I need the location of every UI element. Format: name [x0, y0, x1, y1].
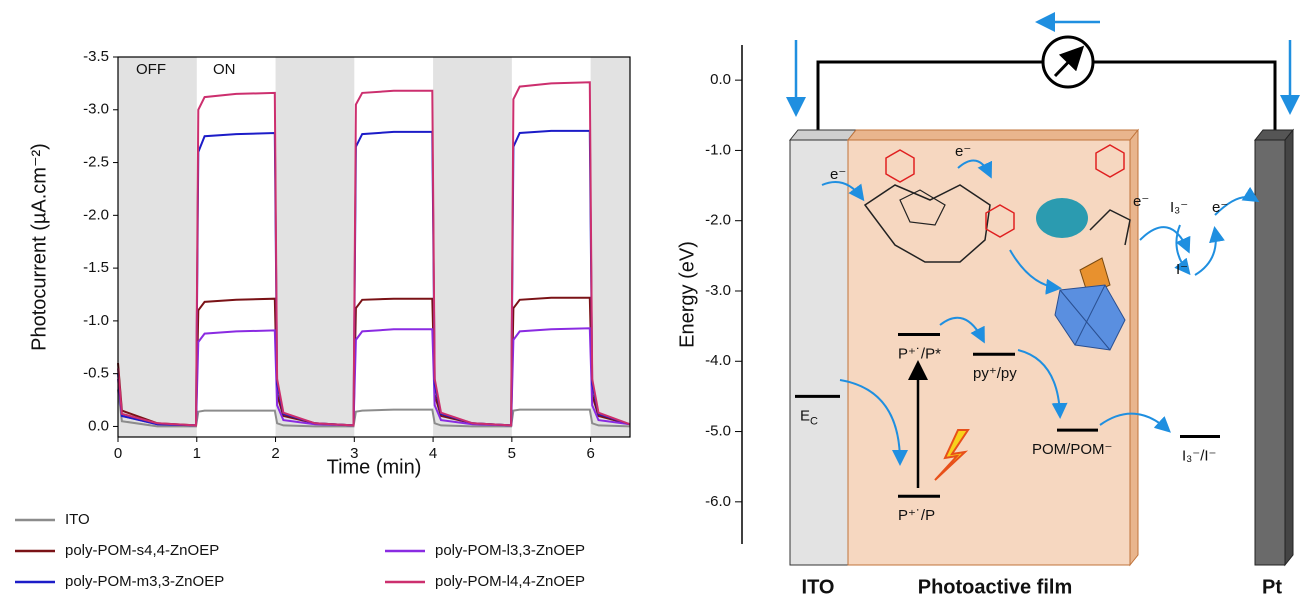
y-tick-label: -1.0	[705, 141, 731, 158]
porphyrin-core	[899, 189, 946, 226]
circuit	[786, 12, 1300, 135]
level-label: EC	[800, 407, 818, 427]
off-region	[118, 57, 197, 437]
x-tick-label: 1	[193, 445, 201, 462]
arrow	[821, 181, 865, 202]
annotation: ON	[213, 61, 236, 78]
series-line	[117, 296, 631, 427]
pyrrole	[1089, 209, 1131, 246]
series-line	[117, 389, 631, 428]
light-icon	[934, 429, 970, 481]
arrow	[839, 379, 908, 466]
y-tick-label: -1.0	[83, 312, 109, 329]
x-tick-label: 2	[271, 445, 279, 462]
y-tick-label: -3.0	[705, 282, 731, 299]
y-tick-label: -2.0	[705, 212, 731, 229]
x-tick-label: 3	[350, 445, 358, 462]
y-tick-label: 0.0	[88, 417, 109, 434]
level-label: POM/POM⁻	[1032, 441, 1112, 458]
electron: e⁻	[955, 143, 971, 160]
level-label-sub: C	[810, 415, 818, 427]
x-tick-label: 0	[114, 445, 122, 462]
electrode-label: Photoactive film	[918, 576, 1072, 598]
electrode-label: Pt	[1262, 576, 1282, 598]
arrow	[939, 316, 985, 344]
x-tick-label: 6	[586, 445, 594, 462]
y-tick-label: -1.5	[83, 259, 109, 276]
ammeter-needle	[1053, 45, 1085, 78]
level-label: I₃⁻/I⁻	[1182, 447, 1216, 464]
arrow	[1139, 226, 1191, 254]
y-tick-label: -2.0	[83, 206, 109, 223]
legend-label: poly-POM-l3,3-ZnOEP	[435, 542, 585, 559]
electron: e⁻	[830, 166, 846, 183]
y-axis-label: Photocurrent (µA.cm⁻²)	[28, 143, 50, 351]
x-tick-label: 4	[429, 445, 437, 462]
off-region	[590, 57, 630, 437]
level-label-text: POM/POM⁻	[1032, 441, 1112, 458]
level-label: P⁺˙/P	[898, 507, 935, 524]
y-tick-label: -3.5	[83, 48, 109, 65]
level-label-text: I₃⁻/I⁻	[1182, 447, 1216, 464]
electrodes	[788, 128, 1295, 567]
level-label: py⁺/py	[973, 365, 1017, 382]
molecule	[863, 144, 1131, 351]
pyridinium	[1095, 144, 1125, 178]
annotation: OFF	[136, 61, 166, 78]
pyridinium	[985, 204, 1015, 238]
arrow	[1017, 349, 1068, 419]
off-region	[275, 57, 355, 437]
y-tick-label: -5.0	[705, 423, 731, 440]
redox-species: I⁻	[1176, 261, 1188, 278]
legend-label: poly-POM-l4,4-ZnOEP	[435, 573, 585, 590]
pom-edge	[1059, 289, 1111, 351]
pt-electrode	[1254, 139, 1286, 566]
y-tick-label: -2.5	[83, 154, 109, 171]
level-label: P⁺˙/P*	[898, 346, 941, 363]
level-label-text: py⁺/py	[973, 365, 1017, 382]
y-tick-label: 0.0	[710, 71, 731, 88]
level-label-text: P⁺˙/P	[898, 507, 935, 524]
pom-edge	[1074, 284, 1106, 346]
arrow	[957, 159, 993, 179]
y-tick-label: -4.0	[705, 352, 731, 369]
series-line	[117, 81, 631, 427]
ito-electrode	[789, 139, 849, 566]
porphyrin	[863, 184, 991, 263]
y-axis-label: Energy (eV)	[676, 241, 698, 348]
arrows	[821, 159, 1260, 488]
legend-label: poly-POM-s4,4-ZnOEP	[65, 542, 219, 559]
series-line	[117, 129, 631, 427]
y-tick-label: -6.0	[705, 493, 731, 510]
legend-label: ITO	[65, 511, 90, 528]
y-tick-label: -0.5	[83, 365, 109, 382]
redox-species: I₃⁻	[1170, 199, 1188, 216]
ito-top	[788, 129, 858, 141]
pyridinium	[885, 149, 915, 183]
linker	[1036, 198, 1088, 238]
electrode-label: ITO	[802, 576, 835, 598]
wire	[816, 60, 1277, 135]
y-tick-label: -3.0	[83, 101, 109, 118]
electron: e⁻	[1212, 199, 1228, 216]
off-region	[433, 57, 512, 437]
electron: e⁻	[1133, 193, 1149, 210]
level-label-text: P⁺˙/P*	[898, 346, 941, 363]
x-tick-label: 5	[508, 445, 516, 462]
plot-frame	[117, 56, 631, 438]
arrow	[1214, 186, 1260, 216]
arrow	[1099, 412, 1171, 433]
arrow	[1174, 224, 1191, 276]
legend-label: poly-POM-m3,3-ZnOEP	[65, 573, 224, 590]
arrow	[1194, 226, 1225, 276]
pt-side	[1284, 128, 1294, 567]
x-axis-label: Time (min)	[327, 456, 422, 478]
film-top	[846, 129, 1140, 141]
arrow	[1009, 249, 1062, 295]
level-label-text: E	[800, 407, 810, 424]
series-line	[117, 327, 631, 427]
